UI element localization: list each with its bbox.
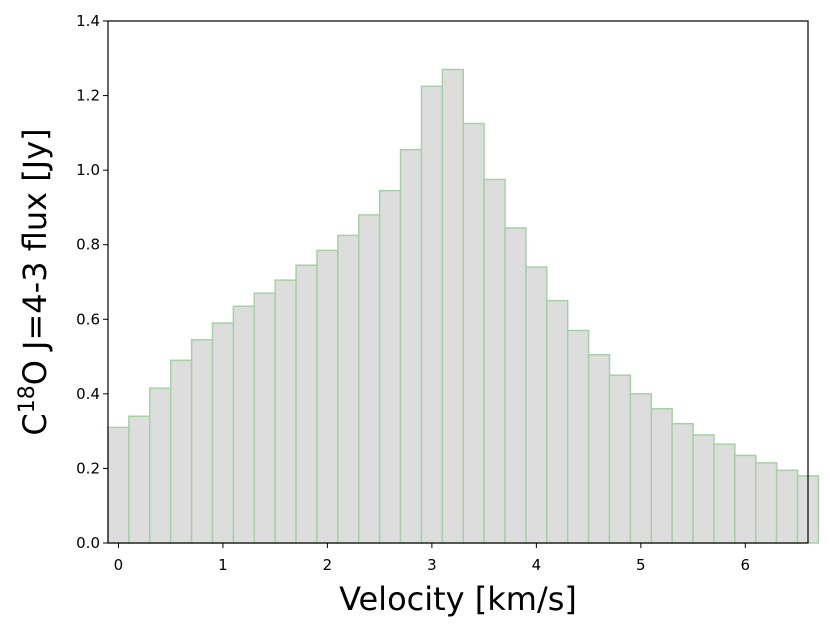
histogram-bar [357, 214, 381, 544]
x-tick-label: 3 [427, 556, 437, 574]
x-tick-label: 4 [532, 556, 542, 574]
y-axis-label-suffix: O J=4-3 flux [Jy] [16, 128, 54, 385]
x-tick-label: 6 [741, 556, 751, 574]
histogram-bar [692, 434, 715, 544]
y-tick-label: 0.4 [76, 385, 100, 403]
histogram-bar [274, 279, 297, 544]
histogram-bar [483, 178, 506, 544]
histogram-bar [587, 353, 611, 544]
histogram-bar [316, 249, 339, 544]
histogram-bar [211, 322, 235, 544]
histogram-bar [650, 408, 673, 544]
y-tick-label: 0.2 [76, 459, 100, 477]
histogram-bar [734, 454, 757, 544]
y-tick-label: 0.6 [76, 310, 100, 328]
histogram-bar [525, 266, 548, 544]
histogram-bar [169, 359, 193, 544]
histogram-bar [629, 393, 653, 544]
y-tick-label: 0.8 [76, 236, 100, 254]
histogram-bar [775, 469, 799, 544]
y-axis-ticks: 0.0 0.2 0.4 0.6 0.8 1.0 1.2 1.4 [76, 12, 108, 552]
histogram-bar [420, 85, 444, 544]
histogram-bar [399, 148, 423, 544]
histogram-bar [190, 339, 214, 544]
y-axis-label-superscript: 18 [15, 385, 40, 413]
histogram-bar [295, 264, 318, 544]
plot-area-frame [107, 20, 809, 544]
y-tick-label: 1.4 [76, 12, 100, 30]
histogram-bar [378, 189, 402, 544]
x-tick-label: 0 [114, 556, 124, 574]
histogram-bar [337, 234, 360, 544]
x-tick-label: 5 [636, 556, 646, 574]
y-axis-label-prefix: C [16, 413, 54, 435]
x-tick-label: 1 [218, 556, 228, 574]
histogram-bar [504, 227, 527, 544]
histogram-bar [755, 462, 778, 544]
histogram-bar [546, 299, 569, 544]
histogram-bar [713, 443, 736, 544]
y-tick-label: 0.0 [76, 534, 100, 552]
histogram-bar [441, 68, 464, 544]
x-tick-label: 2 [323, 556, 333, 574]
histogram-bar [608, 374, 632, 544]
histogram-bar [107, 426, 130, 544]
histogram-bar [566, 329, 590, 544]
histogram-bar [128, 415, 151, 544]
histogram-bar [149, 387, 172, 544]
y-tick-label: 1.0 [76, 161, 100, 179]
x-axis-label: Velocity [km/s] [339, 580, 577, 618]
histogram-bar [462, 122, 485, 544]
y-axis-label: C18O J=4-3 flux [Jy] [15, 128, 54, 435]
histogram-bar [253, 292, 276, 544]
histogram-bar [671, 422, 694, 544]
bars-group [107, 68, 820, 544]
x-axis-ticks: 0 1 2 3 4 5 6 [114, 543, 750, 574]
y-tick-label: 1.2 [76, 87, 100, 105]
histogram-bar [232, 305, 256, 544]
